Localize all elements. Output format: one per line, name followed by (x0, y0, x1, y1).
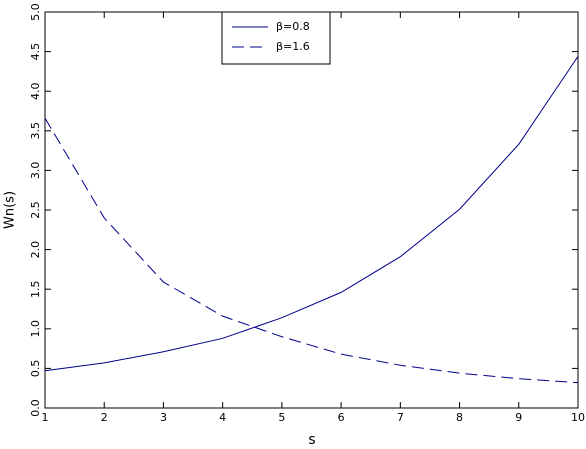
x-tick-label: 7 (397, 411, 404, 424)
legend-label: β=0.8 (276, 20, 310, 33)
y-tick-label: 1.0 (29, 320, 42, 338)
y-axis-label: Wn(s) (3, 191, 18, 229)
y-tick-label: 5.0 (29, 3, 42, 21)
y-tick-label: 4.0 (29, 82, 42, 100)
x-axis-label: s (308, 432, 315, 448)
x-tick-label: 10 (571, 411, 585, 424)
y-tick-label: 0.0 (29, 399, 42, 417)
legend-box (221, 11, 331, 65)
x-tick-label: 6 (338, 411, 345, 424)
y-tick-label: 3.5 (29, 122, 42, 140)
line-series (44, 117, 579, 384)
x-tick-label: 8 (456, 411, 463, 424)
x-tick-label: 4 (219, 411, 226, 424)
line-series (44, 56, 579, 372)
x-tick-label: 9 (515, 411, 522, 424)
y-tick-label: 1.5 (29, 280, 42, 298)
legend-label: β=1.6 (276, 40, 310, 53)
y-tick-label: 2.0 (29, 241, 42, 259)
y-tick-label: 2.5 (29, 201, 42, 219)
x-tick-label: 1 (42, 411, 49, 424)
x-tick-label: 3 (160, 411, 167, 424)
y-tick-label: 4.5 (29, 43, 42, 61)
y-tick-label: 0.5 (29, 360, 42, 378)
plot-frame (44, 11, 579, 409)
y-tick-label: 3.0 (29, 162, 42, 180)
x-tick-label: 5 (278, 411, 285, 424)
x-tick-label: 2 (101, 411, 108, 424)
